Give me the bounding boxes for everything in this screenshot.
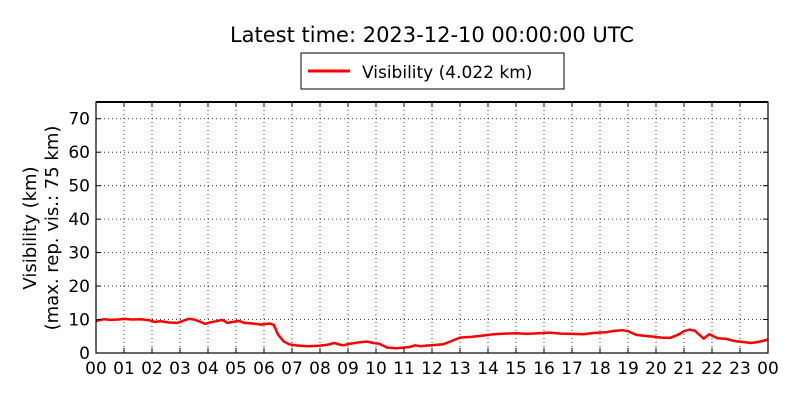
x-tick-label: 19 (617, 359, 639, 379)
y-axis-label-line1: Visibility (km) (20, 166, 41, 289)
chart-title: Latest time: 2023-12-10 00:00:00 UTC (230, 23, 634, 47)
x-tick-label: 12 (421, 359, 443, 379)
x-tick-label: 15 (505, 359, 527, 379)
y-tick-label: 10 (68, 311, 90, 331)
x-tick-label: 00 (757, 359, 779, 379)
grid (96, 102, 768, 353)
visibility-series-line (96, 319, 768, 348)
x-tick-label: 21 (673, 359, 695, 379)
x-tick-label: 01 (113, 359, 135, 379)
x-tick-label: 20 (645, 359, 667, 379)
plot-frame (96, 102, 768, 353)
x-tick-label: 11 (393, 359, 415, 379)
x-tick-label: 16 (533, 359, 555, 379)
x-tick-label: 23 (729, 359, 751, 379)
y-tick-label: 60 (68, 143, 90, 163)
x-tick-label: 06 (253, 359, 275, 379)
x-tick-label: 17 (561, 359, 583, 379)
legend-label: Visibility (4.022 km) (362, 63, 532, 83)
y-tick-label: 0 (79, 344, 90, 364)
y-tick-label: 20 (68, 277, 90, 297)
x-tick-label: 05 (225, 359, 247, 379)
x-tick-label: 03 (169, 359, 191, 379)
x-tick-label: 14 (477, 359, 499, 379)
x-tick-label: 07 (281, 359, 303, 379)
x-tick-labels: 00 01 02 03 04 05 06 07 08 09 10 11 12 13 14 15 16 17 18 19… (85, 359, 779, 379)
x-tick-label: 22 (701, 359, 723, 379)
x-tick-label: 09 (337, 359, 359, 379)
y-tick-label: 30 (68, 244, 90, 264)
x-tick-label: 02 (141, 359, 163, 379)
y-tick-labels: 0 10 20 30 40 50 60 70 (68, 110, 90, 364)
x-tick-label: 13 (449, 359, 471, 379)
x-tick-label: 04 (197, 359, 219, 379)
x-tick-label: 18 (589, 359, 611, 379)
y-tick-label: 70 (68, 110, 90, 130)
y-tick-label: 40 (68, 210, 90, 230)
y-axis-label-line2: (max. rep. vis.: 75 km) (42, 126, 63, 331)
axes (96, 102, 768, 353)
x-tick-label: 10 (365, 359, 387, 379)
legend: Visibility (4.022 km) (301, 53, 564, 89)
x-tick-label: 08 (309, 359, 331, 379)
y-tick-label: 50 (68, 177, 90, 197)
series-layer (96, 319, 768, 349)
